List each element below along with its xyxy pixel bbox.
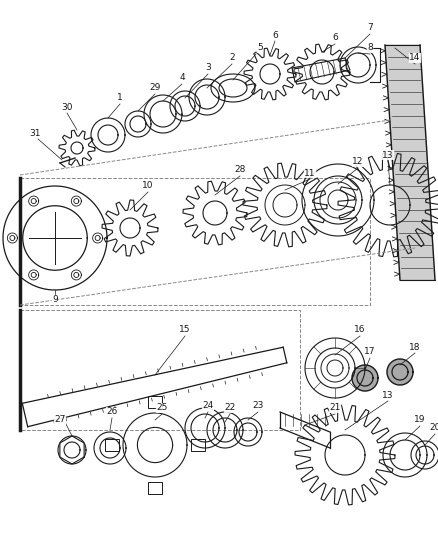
Text: 29: 29 — [149, 84, 161, 93]
Text: 5: 5 — [257, 44, 263, 52]
Text: 23: 23 — [252, 401, 264, 410]
Text: 6: 6 — [332, 34, 338, 43]
Text: 4: 4 — [179, 74, 185, 83]
Text: 18: 18 — [409, 343, 421, 351]
Text: 3: 3 — [205, 63, 211, 72]
Text: 2: 2 — [229, 53, 235, 62]
Text: 1: 1 — [117, 93, 123, 102]
Text: 28: 28 — [234, 166, 246, 174]
Bar — [105, 439, 119, 451]
Polygon shape — [352, 365, 378, 391]
Text: 25: 25 — [156, 403, 168, 413]
Text: 19: 19 — [414, 416, 426, 424]
Text: 17: 17 — [364, 348, 376, 357]
Text: 20: 20 — [429, 424, 438, 432]
Text: 13: 13 — [382, 391, 394, 400]
Text: 10: 10 — [142, 182, 154, 190]
Bar — [148, 482, 162, 494]
Polygon shape — [385, 45, 435, 280]
Text: 7: 7 — [367, 23, 373, 33]
Text: 9: 9 — [52, 295, 58, 304]
Text: 11: 11 — [304, 168, 316, 177]
Polygon shape — [387, 359, 413, 385]
Bar — [191, 439, 205, 451]
Text: 31: 31 — [29, 128, 41, 138]
Text: 12: 12 — [352, 157, 364, 166]
Text: 30: 30 — [61, 102, 73, 111]
Text: 16: 16 — [354, 326, 366, 335]
Text: 27: 27 — [54, 416, 66, 424]
Text: 24: 24 — [202, 401, 214, 410]
Text: 26: 26 — [106, 408, 118, 416]
Text: 13: 13 — [382, 150, 394, 159]
Bar — [148, 396, 162, 408]
Text: 6: 6 — [272, 30, 278, 39]
Text: 15: 15 — [179, 326, 191, 335]
Text: 21: 21 — [329, 403, 341, 413]
Text: 8: 8 — [367, 44, 373, 52]
Text: 22: 22 — [224, 403, 236, 413]
Text: 14: 14 — [410, 53, 420, 62]
